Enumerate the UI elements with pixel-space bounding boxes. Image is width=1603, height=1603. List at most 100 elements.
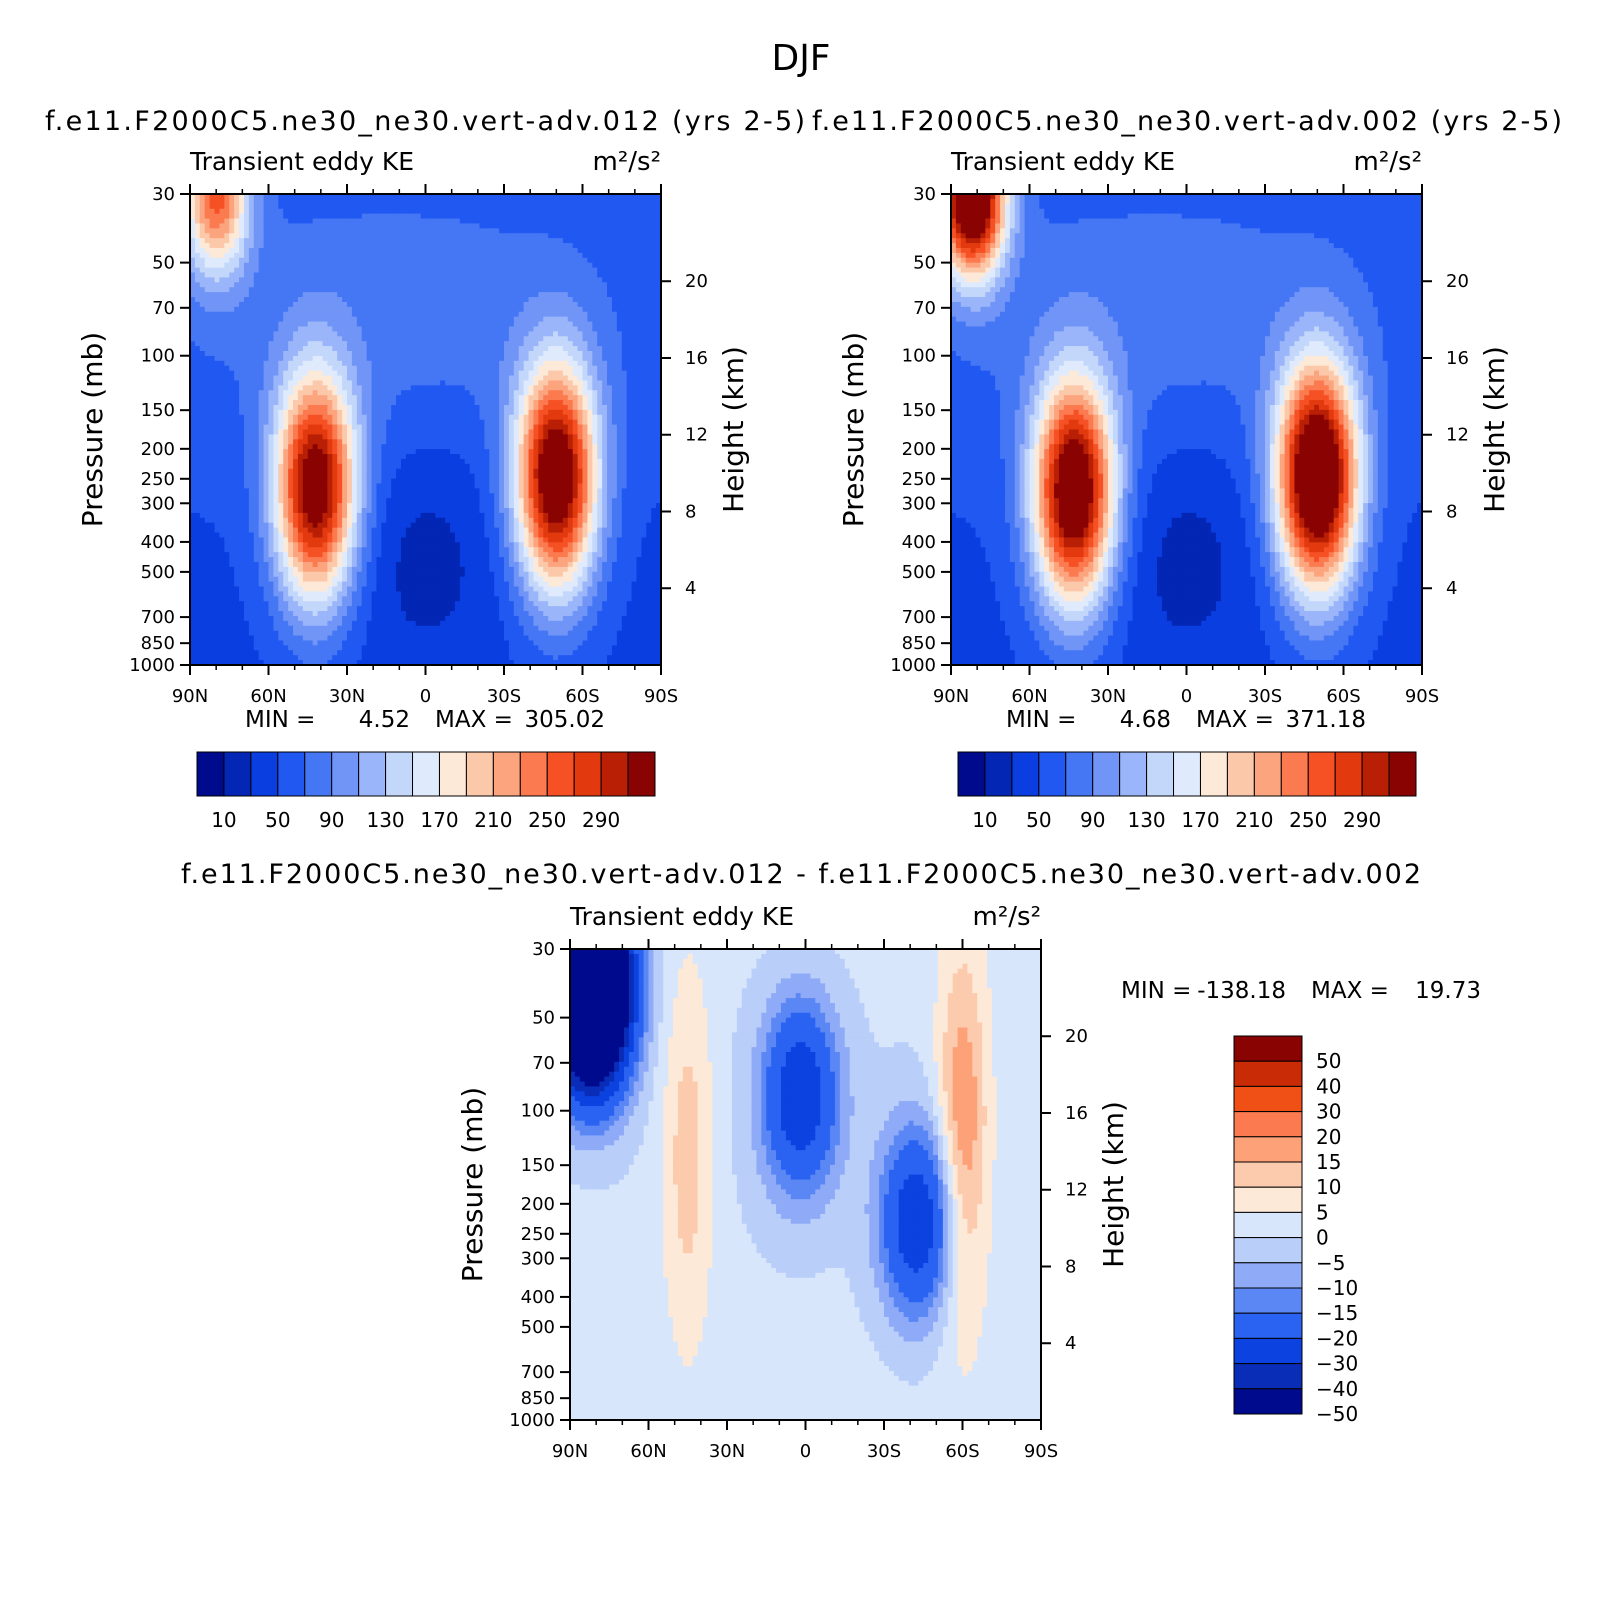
contour-cell bbox=[268, 419, 275, 426]
contour-cell bbox=[391, 277, 397, 283]
contour-cell bbox=[327, 247, 333, 254]
contour-cell bbox=[312, 444, 319, 450]
contour-cell bbox=[557, 247, 564, 254]
contour-cell bbox=[199, 409, 206, 416]
contour-cell bbox=[513, 194, 520, 200]
contour-cell bbox=[278, 297, 284, 303]
contour-cell bbox=[567, 355, 574, 362]
contour-cell bbox=[400, 203, 407, 210]
contour-cell bbox=[312, 194, 319, 200]
contour-cell bbox=[400, 252, 407, 259]
contour-cell bbox=[450, 385, 456, 391]
contour-cell bbox=[611, 424, 618, 431]
contour-cell bbox=[381, 380, 387, 386]
contour-cell bbox=[459, 331, 466, 337]
contour-cell bbox=[538, 282, 544, 288]
contour-cell bbox=[494, 282, 500, 288]
contour-cell bbox=[209, 287, 216, 293]
contour-cell bbox=[548, 301, 554, 308]
contour-cell bbox=[459, 287, 466, 293]
contour-cell bbox=[459, 429, 466, 436]
contour-cell bbox=[651, 429, 657, 436]
contour-cell bbox=[322, 252, 328, 259]
contour-cell bbox=[523, 395, 530, 401]
contour-cell bbox=[268, 414, 275, 421]
contour-cell bbox=[371, 444, 378, 450]
contour-cell bbox=[288, 297, 294, 303]
contour-cell bbox=[391, 439, 397, 445]
contour-cell bbox=[499, 282, 505, 288]
contour-cell bbox=[592, 238, 598, 244]
contour-cell bbox=[636, 419, 642, 426]
contour-cell bbox=[396, 346, 402, 352]
contour-cell bbox=[253, 341, 260, 347]
contour-cell bbox=[234, 194, 240, 200]
contour-cell bbox=[302, 223, 309, 229]
contour-cell bbox=[631, 218, 638, 225]
contour-cell bbox=[651, 331, 657, 337]
contour-cell bbox=[263, 306, 270, 313]
contour-cell bbox=[587, 287, 593, 293]
contour-cell bbox=[435, 252, 441, 259]
contour-cell bbox=[317, 218, 324, 225]
contour-cell bbox=[312, 243, 319, 249]
contour-cell bbox=[425, 409, 432, 416]
contour-cell bbox=[504, 218, 510, 225]
contour-cell bbox=[371, 267, 378, 274]
contour-cell bbox=[548, 316, 554, 323]
contour-cell bbox=[504, 282, 510, 288]
contour-cell bbox=[494, 400, 500, 406]
contour-cell bbox=[611, 336, 618, 342]
contour-cell bbox=[396, 257, 402, 264]
contour-cell bbox=[361, 287, 368, 293]
contour-cell bbox=[194, 213, 201, 220]
contour-cell bbox=[219, 341, 225, 347]
contour-cell bbox=[214, 301, 221, 308]
contour-cell bbox=[553, 194, 559, 200]
contour-cell bbox=[209, 306, 216, 313]
contour-cell bbox=[199, 370, 206, 377]
contour-cell bbox=[459, 355, 466, 362]
contour-cell bbox=[616, 424, 623, 431]
contour-cell bbox=[553, 434, 559, 440]
contour-cell bbox=[337, 419, 343, 426]
contour-cell bbox=[243, 444, 250, 450]
contour-cell bbox=[445, 414, 451, 421]
contour-cell bbox=[312, 395, 319, 401]
contour-cell bbox=[405, 203, 412, 210]
contour-cell bbox=[582, 321, 589, 328]
contour-cell bbox=[253, 243, 260, 249]
contour-cell bbox=[484, 228, 490, 234]
contour-cell bbox=[190, 429, 196, 436]
contour-cell bbox=[518, 198, 525, 205]
contour-cell bbox=[258, 316, 265, 323]
contour-cell bbox=[587, 218, 593, 225]
contour-cell bbox=[553, 247, 559, 254]
contour-cell bbox=[278, 292, 284, 298]
contour-cell bbox=[469, 282, 476, 288]
contour-cell bbox=[332, 262, 338, 269]
contour-cell bbox=[366, 380, 373, 386]
contour-cell bbox=[273, 208, 279, 215]
contour-cell bbox=[592, 243, 598, 249]
contour-cell bbox=[420, 409, 427, 416]
contour-cell bbox=[582, 198, 589, 205]
contour-cell bbox=[356, 247, 363, 254]
contour-cell bbox=[273, 267, 279, 274]
contour-cell bbox=[322, 306, 328, 313]
contour-cell bbox=[533, 198, 539, 205]
contour-cell bbox=[582, 208, 589, 215]
contour-cell bbox=[641, 198, 647, 205]
contour-cell bbox=[450, 351, 456, 357]
contour-cell bbox=[391, 400, 397, 406]
contour-cell bbox=[572, 208, 579, 215]
contour-cell bbox=[631, 395, 638, 401]
contour-cell bbox=[518, 409, 525, 416]
contour-cell bbox=[351, 311, 358, 318]
contour-cell bbox=[504, 331, 510, 337]
contour-cell bbox=[371, 287, 378, 293]
contour-cell bbox=[587, 375, 593, 382]
contour-cell bbox=[562, 297, 569, 303]
contour-cell bbox=[327, 218, 333, 225]
contour-cell bbox=[234, 395, 240, 401]
